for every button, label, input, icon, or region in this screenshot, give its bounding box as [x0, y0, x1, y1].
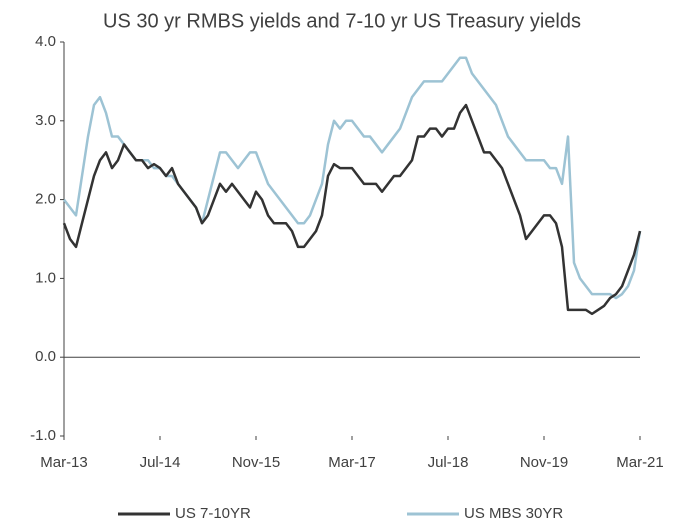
- line-series: [63, 56, 642, 300]
- y-tick-label: 3.0: [35, 112, 56, 129]
- x-tick-label: Mar-21: [616, 454, 664, 471]
- y-tick-label: 0.0: [35, 348, 56, 365]
- legend-label: US 7-10YR: [175, 505, 251, 522]
- y-tick-label: 1.0: [35, 269, 56, 286]
- x-tick-label: Jul-18: [428, 454, 469, 471]
- x-tick-label: Nov-15: [232, 454, 280, 471]
- y-tick-label: 4.0: [35, 33, 56, 50]
- x-tick-label: Jul-14: [140, 454, 181, 471]
- legend-label: US MBS 30YR: [464, 505, 563, 522]
- line-series: [62, 103, 642, 316]
- x-tick-label: Mar-13: [40, 454, 88, 471]
- x-tick-label: Mar-17: [328, 454, 376, 471]
- y-tick-label: -1.0: [30, 427, 56, 444]
- chart-title: US 30 yr RMBS yields and 7-10 yr US Trea…: [103, 10, 581, 32]
- y-tick-label: 2.0: [35, 191, 56, 208]
- x-tick-label: Nov-19: [520, 454, 568, 471]
